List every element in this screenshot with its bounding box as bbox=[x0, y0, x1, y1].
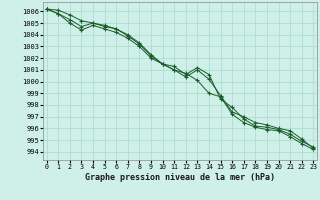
X-axis label: Graphe pression niveau de la mer (hPa): Graphe pression niveau de la mer (hPa) bbox=[85, 173, 275, 182]
